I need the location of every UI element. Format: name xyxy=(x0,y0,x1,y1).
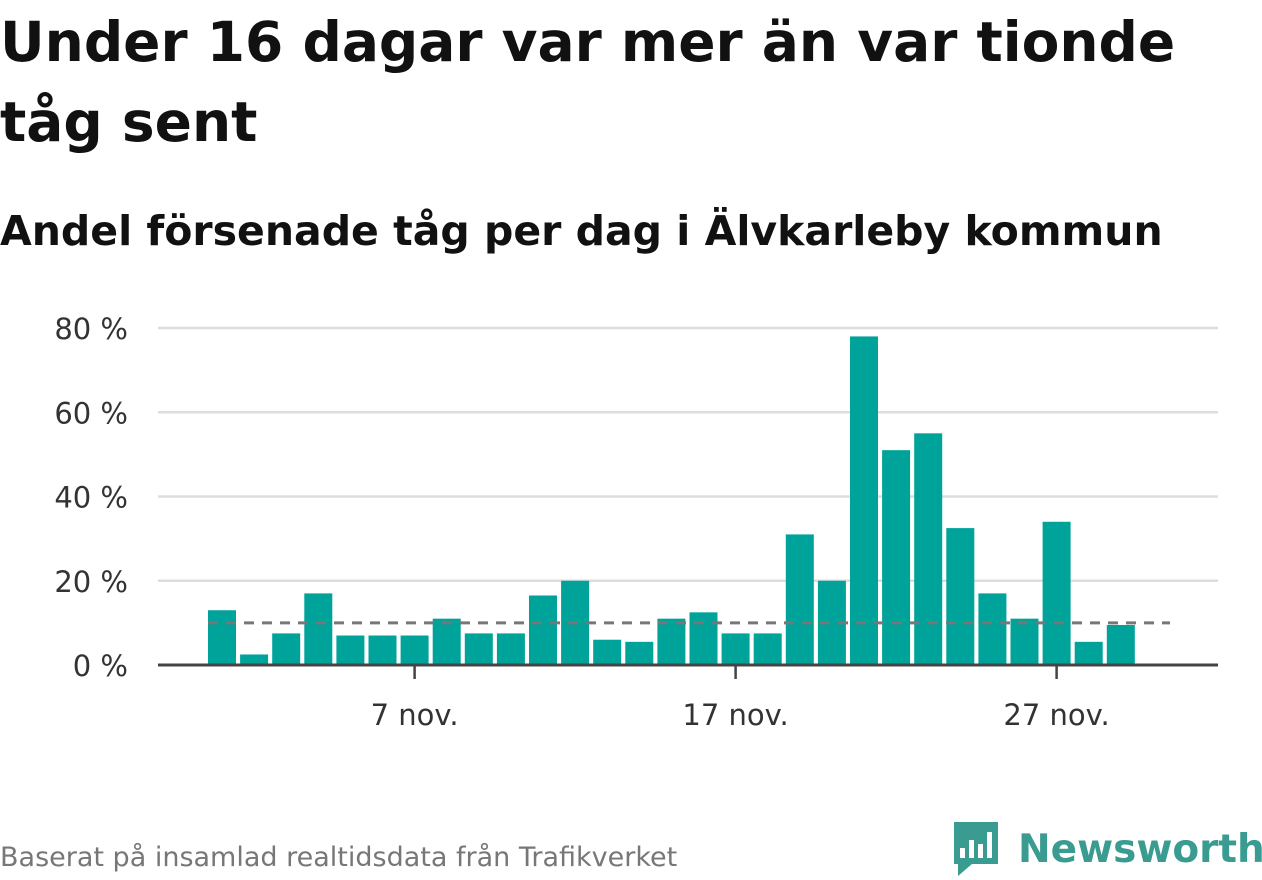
bar xyxy=(1074,641,1103,665)
bar xyxy=(946,528,975,665)
bar xyxy=(304,593,333,665)
bar xyxy=(657,618,686,665)
x-axis xyxy=(158,663,1218,679)
bars xyxy=(208,336,1135,665)
y-tick-label: 0 % xyxy=(73,649,128,683)
bar xyxy=(368,635,397,665)
bar xyxy=(593,639,622,665)
bar xyxy=(721,633,750,665)
chart-subtitle: Andel försenade tåg per dag i Älvkarleby… xyxy=(0,207,1163,255)
bar xyxy=(1010,618,1039,665)
y-tick-label: 40 % xyxy=(54,481,128,515)
bar xyxy=(914,433,943,665)
bar xyxy=(753,633,782,665)
bar xyxy=(785,534,814,665)
bar xyxy=(400,635,429,665)
bar xyxy=(432,618,461,665)
bar xyxy=(850,336,878,665)
bar xyxy=(882,450,911,665)
chart-title: Under 16 dagar var mer än var tionde tåg… xyxy=(0,10,1176,154)
y-axis-labels: 0 % 20 % 40 % 60 % 80 % xyxy=(54,312,128,683)
bar xyxy=(978,593,1007,665)
brand-name: Newsworthy xyxy=(1018,826,1262,872)
bar xyxy=(240,654,269,665)
bar xyxy=(464,633,493,665)
y-tick-label: 20 % xyxy=(54,565,128,599)
x-tick-label: 27 nov. xyxy=(1003,698,1109,732)
y-tick-label: 60 % xyxy=(54,396,128,430)
x-tick-label: 7 nov. xyxy=(371,698,459,732)
bar xyxy=(1042,521,1071,665)
x-tick-label: 17 nov. xyxy=(682,698,788,732)
source-note: Baserat på insamlad realtidsdata från Tr… xyxy=(0,842,678,873)
y-tick-label: 80 % xyxy=(54,312,128,346)
bar xyxy=(208,610,236,665)
bar xyxy=(689,612,718,665)
brand-logo: Newsworthy xyxy=(950,818,1262,880)
bar xyxy=(625,641,654,665)
bar xyxy=(496,633,525,665)
bar xyxy=(1106,624,1135,665)
bar xyxy=(529,595,557,665)
bar-chart: 0 % 20 % 40 % 60 % 80 % 7 nov. 17 nov. 27 nov. xyxy=(54,312,1218,732)
newsworthy-logo-icon xyxy=(954,822,998,876)
bar xyxy=(336,635,365,665)
gridlines xyxy=(158,326,1218,582)
x-axis-labels: 7 nov. 17 nov. 27 nov. xyxy=(371,698,1110,732)
bar xyxy=(272,633,301,665)
